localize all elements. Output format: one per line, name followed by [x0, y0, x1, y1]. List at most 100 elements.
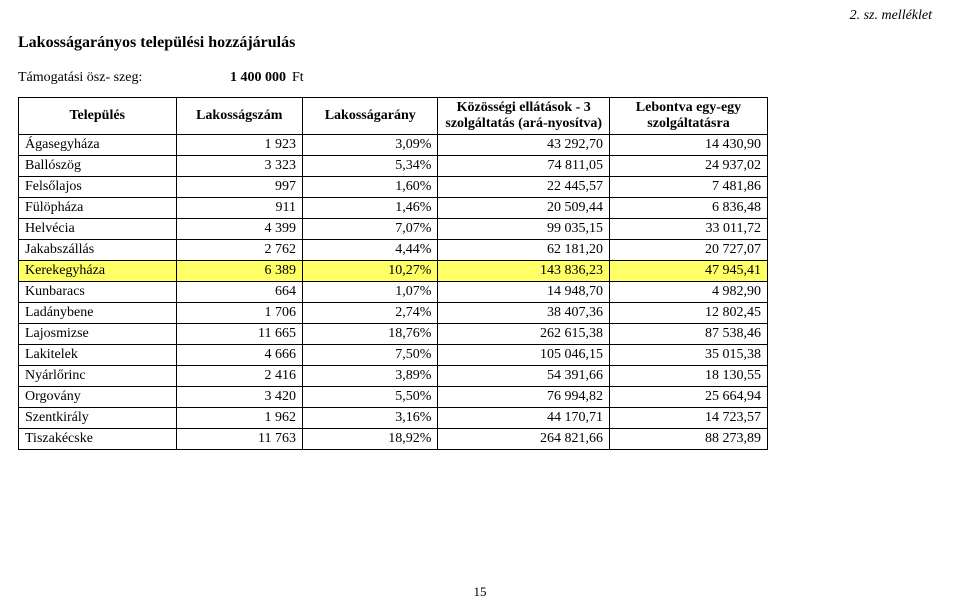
- table-row: Ágasegyháza1 9233,09%43 292,7014 430,90: [19, 134, 768, 155]
- cell-population: 4 666: [176, 344, 302, 365]
- cell-ratio: 3,09%: [303, 134, 438, 155]
- cell-community: 99 035,15: [438, 218, 610, 239]
- cell-settlement: Ladánybene: [19, 302, 177, 323]
- cell-ratio: 10,27%: [303, 260, 438, 281]
- table-header-row: Település Lakosságszám Lakosságarány Köz…: [19, 97, 768, 134]
- contribution-table: Település Lakosságszám Lakosságarány Köz…: [18, 97, 768, 450]
- cell-breakdown: 12 802,45: [610, 302, 768, 323]
- cell-breakdown: 14 723,57: [610, 407, 768, 428]
- cell-population: 664: [176, 281, 302, 302]
- cell-settlement: Fülöpháza: [19, 197, 177, 218]
- cell-ratio: 18,76%: [303, 323, 438, 344]
- cell-breakdown: 14 430,90: [610, 134, 768, 155]
- cell-community: 44 170,71: [438, 407, 610, 428]
- support-unit: Ft: [292, 70, 304, 86]
- cell-population: 2 416: [176, 365, 302, 386]
- annex-label: 2. sz. melléklet: [850, 8, 932, 24]
- cell-settlement: Helvécia: [19, 218, 177, 239]
- cell-population: 1 706: [176, 302, 302, 323]
- cell-breakdown: 88 273,89: [610, 428, 768, 449]
- cell-community: 14 948,70: [438, 281, 610, 302]
- cell-community: 143 836,23: [438, 260, 610, 281]
- cell-breakdown: 24 937,02: [610, 155, 768, 176]
- table-row: Ballószög3 3235,34%74 811,0524 937,02: [19, 155, 768, 176]
- cell-breakdown: 33 011,72: [610, 218, 768, 239]
- cell-breakdown: 47 945,41: [610, 260, 768, 281]
- cell-community: 22 445,57: [438, 176, 610, 197]
- support-label: Támogatási ösz- szeg:: [18, 70, 168, 87]
- col-breakdown: Lebontva egy-egy szolgáltatásra: [610, 97, 768, 134]
- col-settlement: Település: [19, 97, 177, 134]
- col-community: Közösségi ellátások - 3 szolgáltatás (ar…: [438, 97, 610, 134]
- cell-settlement: Kerekegyháza: [19, 260, 177, 281]
- cell-ratio: 7,50%: [303, 344, 438, 365]
- cell-settlement: Jakabszállás: [19, 239, 177, 260]
- cell-ratio: 18,92%: [303, 428, 438, 449]
- cell-population: 3 420: [176, 386, 302, 407]
- cell-settlement: Kunbaracs: [19, 281, 177, 302]
- cell-population: 911: [176, 197, 302, 218]
- cell-community: 43 292,70: [438, 134, 610, 155]
- cell-ratio: 1,46%: [303, 197, 438, 218]
- table-row: Tiszakécske11 76318,92%264 821,6688 273,…: [19, 428, 768, 449]
- table-row: Felsőlajos9971,60%22 445,577 481,86: [19, 176, 768, 197]
- cell-community: 74 811,05: [438, 155, 610, 176]
- table-row: Ladánybene1 7062,74%38 407,3612 802,45: [19, 302, 768, 323]
- cell-community: 20 509,44: [438, 197, 610, 218]
- cell-community: 262 615,38: [438, 323, 610, 344]
- cell-ratio: 2,74%: [303, 302, 438, 323]
- cell-population: 2 762: [176, 239, 302, 260]
- support-amount: 1 400 000: [196, 70, 286, 86]
- table-row: Fülöpháza9111,46%20 509,446 836,48: [19, 197, 768, 218]
- table-body: Ágasegyháza1 9233,09%43 292,7014 430,90B…: [19, 134, 768, 449]
- cell-community: 38 407,36: [438, 302, 610, 323]
- cell-population: 1 923: [176, 134, 302, 155]
- page-number: 15: [0, 584, 960, 600]
- cell-breakdown: 25 664,94: [610, 386, 768, 407]
- table-row: Szentkirály1 9623,16%44 170,7114 723,57: [19, 407, 768, 428]
- cell-community: 264 821,66: [438, 428, 610, 449]
- cell-breakdown: 87 538,46: [610, 323, 768, 344]
- cell-settlement: Ballószög: [19, 155, 177, 176]
- cell-ratio: 5,34%: [303, 155, 438, 176]
- cell-ratio: 1,07%: [303, 281, 438, 302]
- cell-community: 105 046,15: [438, 344, 610, 365]
- table-row: Nyárlőrinc2 4163,89%54 391,6618 130,55: [19, 365, 768, 386]
- cell-breakdown: 4 982,90: [610, 281, 768, 302]
- table-row: Orgovány3 4205,50%76 994,8225 664,94: [19, 386, 768, 407]
- col-ratio: Lakosságarány: [303, 97, 438, 134]
- col-population: Lakosságszám: [176, 97, 302, 134]
- cell-community: 54 391,66: [438, 365, 610, 386]
- cell-settlement: Lajosmizse: [19, 323, 177, 344]
- page-title: Lakosságarányos települési hozzájárulás: [18, 34, 932, 52]
- table-row: Jakabszállás2 7624,44%62 181,2020 727,07: [19, 239, 768, 260]
- cell-community: 62 181,20: [438, 239, 610, 260]
- cell-settlement: Nyárlőrinc: [19, 365, 177, 386]
- table-row: Kerekegyháza6 38910,27%143 836,2347 945,…: [19, 260, 768, 281]
- cell-breakdown: 7 481,86: [610, 176, 768, 197]
- cell-community: 76 994,82: [438, 386, 610, 407]
- cell-ratio: 1,60%: [303, 176, 438, 197]
- document-page: 2. sz. melléklet Lakosságarányos települ…: [0, 0, 960, 606]
- cell-settlement: Felsőlajos: [19, 176, 177, 197]
- cell-population: 6 389: [176, 260, 302, 281]
- cell-population: 1 962: [176, 407, 302, 428]
- cell-settlement: Szentkirály: [19, 407, 177, 428]
- cell-ratio: 3,16%: [303, 407, 438, 428]
- table-row: Helvécia4 3997,07%99 035,1533 011,72: [19, 218, 768, 239]
- table-row: Lajosmizse11 66518,76%262 615,3887 538,4…: [19, 323, 768, 344]
- cell-breakdown: 35 015,38: [610, 344, 768, 365]
- cell-breakdown: 20 727,07: [610, 239, 768, 260]
- table-row: Lakitelek4 6667,50%105 046,1535 015,38: [19, 344, 768, 365]
- cell-population: 11 763: [176, 428, 302, 449]
- cell-ratio: 5,50%: [303, 386, 438, 407]
- cell-settlement: Orgovány: [19, 386, 177, 407]
- cell-settlement: Ágasegyháza: [19, 134, 177, 155]
- cell-population: 11 665: [176, 323, 302, 344]
- cell-ratio: 4,44%: [303, 239, 438, 260]
- cell-population: 4 399: [176, 218, 302, 239]
- table-row: Kunbaracs6641,07%14 948,704 982,90: [19, 281, 768, 302]
- cell-settlement: Tiszakécske: [19, 428, 177, 449]
- cell-population: 3 323: [176, 155, 302, 176]
- support-line: Támogatási ösz- szeg: 1 400 000 Ft: [18, 70, 932, 87]
